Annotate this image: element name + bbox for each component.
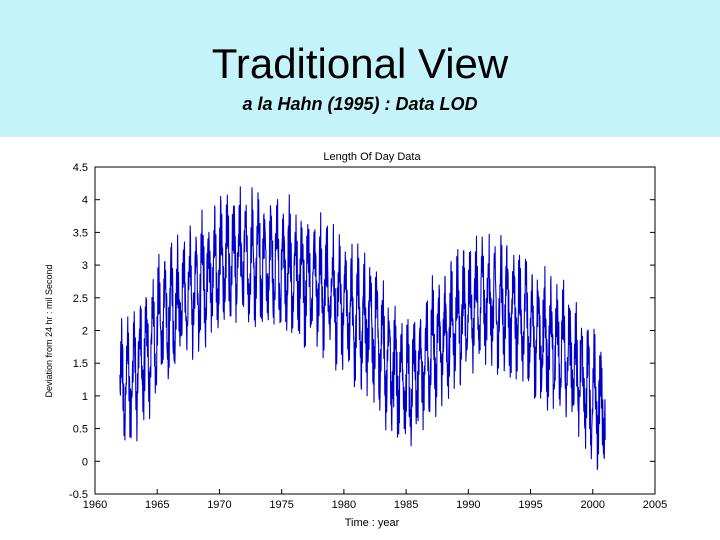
y-tick-label: 4.5 [73, 162, 88, 174]
x-tick-label: 1980 [332, 499, 356, 511]
x-tick-label: 1995 [518, 499, 542, 511]
x-axis-label: Time : year [345, 517, 400, 529]
y-tick-label: 2.5 [73, 293, 88, 305]
y-tick-label: 1.5 [73, 358, 88, 370]
y-tick-label: 1 [82, 391, 88, 403]
slide-subtitle: a la Hahn (1995) : Data LOD [242, 94, 478, 114]
lod-series-line [119, 186, 606, 470]
y-tick-label: 0.5 [73, 424, 88, 436]
y-tick-label: 3 [82, 260, 88, 272]
lod-chart: Length Of Day Data -0.5 0 0.5 1 1.5 2 2.5 3 3.5 4… [44, 151, 667, 529]
y-axis-label: Deviation from 24 hr : mil Second [44, 264, 54, 397]
x-tick-label: 2005 [643, 499, 667, 511]
y-tick-label: 3.5 [73, 227, 88, 239]
x-tick-label: 1990 [456, 499, 480, 511]
x-tick-label: 1970 [207, 499, 231, 511]
chart-title: Length Of Day Data [323, 151, 421, 163]
y-tick-label: 2 [82, 326, 88, 338]
y-axis-ticks: -0.5 0 0.5 1 1.5 2 2.5 3 3.5 4 4.5 [69, 162, 655, 501]
slide-header [0, 0, 720, 137]
x-tick-label: 1965 [145, 499, 169, 511]
x-axis-ticks: 1960 1965 1970 1975 1980 1985 1990 1995 2000 2005 [83, 489, 667, 511]
slide-title: Traditional View [211, 40, 509, 87]
x-tick-label: 1960 [83, 499, 107, 511]
y-tick-label: -0.5 [69, 489, 88, 501]
y-tick-label: 0 [82, 456, 88, 468]
x-tick-label: 1985 [394, 499, 418, 511]
x-tick-label: 2000 [581, 499, 605, 511]
y-tick-label: 4 [82, 195, 88, 207]
x-tick-label: 1975 [269, 499, 293, 511]
